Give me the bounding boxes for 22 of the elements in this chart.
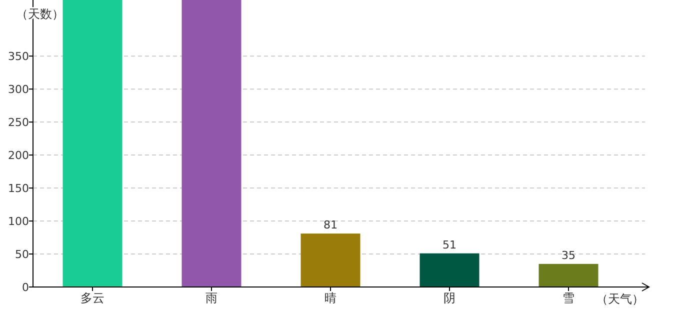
bar <box>538 264 598 287</box>
y-tick-label: 150 <box>8 182 29 195</box>
y-tick-label: 200 <box>8 148 29 162</box>
x-tick-label: 雪 <box>562 291 574 305</box>
bar <box>300 234 360 287</box>
y-tick-label: 250 <box>8 116 29 129</box>
y-tick-label: 0 <box>22 280 29 294</box>
y-tick-label: 100 <box>8 214 29 228</box>
bar <box>420 253 480 287</box>
data-label: 35 <box>562 248 576 262</box>
x-tick-label: 多云 <box>80 291 104 305</box>
data-label: 51 <box>442 238 456 252</box>
data-label: 81 <box>324 218 338 232</box>
y-tick-label: 300 <box>8 82 29 96</box>
x-tick-label: 阴 <box>444 291 456 305</box>
y-tick-label: 350 <box>8 50 29 63</box>
y-tick-label: 50 <box>15 248 29 261</box>
bar <box>182 0 242 287</box>
x-axis-title: （天气） <box>596 292 644 306</box>
x-tick-label: 晴 <box>324 291 336 305</box>
x-tick-label: 雨 <box>206 291 218 305</box>
bar <box>62 0 122 287</box>
